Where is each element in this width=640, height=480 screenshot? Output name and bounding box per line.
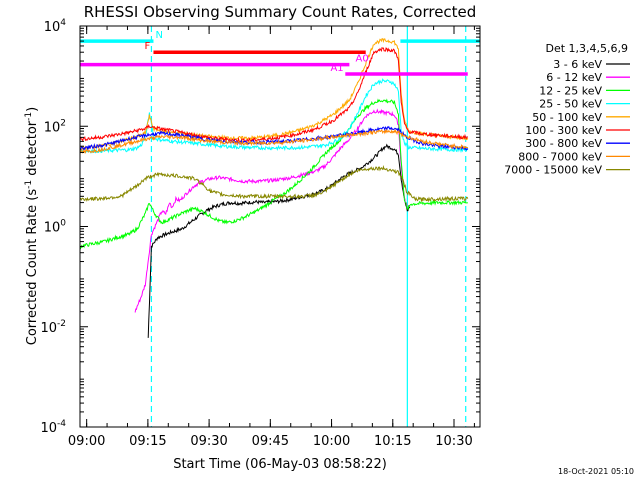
x-tick-label: 09:00 (68, 434, 105, 449)
footer-timestamp: 18-Oct-2021 05:10 (558, 467, 634, 476)
vertical-markers (150, 26, 467, 427)
annotation-label-a1: A1 (330, 63, 343, 74)
legend-label: 6 - 12 keV (546, 71, 602, 84)
legend-label: 800 - 7000 keV (518, 150, 602, 163)
legend-label: 12 - 25 keV (539, 84, 602, 97)
legend-item-12-25-kev: 12 - 25 keV (539, 84, 630, 97)
x-tick-label: 09:30 (190, 434, 227, 449)
series-line-7000-15000-kev (80, 164, 469, 203)
legend-item-3-6-kev: 3 - 6 keV (553, 58, 630, 71)
legend-label: 50 - 100 keV (532, 111, 602, 124)
series-layer (80, 38, 469, 338)
legend-label: 25 - 50 keV (539, 98, 602, 111)
series-line-12-25-kev (80, 98, 469, 250)
y-tick-label: 104 (44, 18, 67, 35)
legend-item-6-12-kev: 6 - 12 keV (546, 71, 630, 84)
x-tick-label: 10:30 (435, 434, 472, 449)
series-line-3-6-kev (147, 143, 411, 338)
legend-label: 7000 - 15000 keV (504, 164, 602, 177)
y-tick-label: 100 (44, 219, 67, 236)
chart-title: RHESSI Observing Summary Count Rates, Co… (84, 3, 477, 21)
legend-label: 300 - 800 keV (525, 137, 602, 150)
y-axis-label: Corrected Count Rate (s-1 detector-1) (24, 107, 40, 345)
y-tick-label: 10-4 (40, 419, 66, 436)
legend-item-50-100-kev: 50 - 100 keV (532, 111, 630, 124)
annotation-label-a0: A0 (356, 54, 369, 65)
legend-item-800-7000-kev: 800 - 7000 keV (518, 150, 630, 163)
series-line-50-100-kev (80, 38, 469, 152)
series-line-6-12-kev (134, 108, 408, 313)
legend-label: 3 - 6 keV (553, 58, 602, 71)
legend-item-100-300-kev: 100 - 300 keV (525, 124, 630, 137)
x-axis-label: Start Time (06-May-03 08:58:22) (173, 457, 387, 472)
series-line-800-7000-kev (80, 128, 469, 154)
annotation-layer: NF A0 A1 (80, 30, 480, 76)
series-line-300-800-kev (80, 125, 469, 151)
legend-item-300-800-kev: 300 - 800 keV (525, 137, 630, 150)
x-axis: 09:00 09:15 09:30 09:45 10:00 10:15 10:30 (68, 26, 475, 449)
legend-item-7000-15000-kev: 7000 - 15000 keV (504, 164, 630, 177)
y-axis: 10-4 10-2 100 102 104 (40, 18, 480, 436)
y-tick-label: 10-2 (40, 319, 66, 336)
legend-label: 100 - 300 keV (525, 124, 602, 137)
legend-title: Det 1,3,4,5,6,9 (545, 42, 628, 55)
annotation-label-n: N (156, 30, 163, 41)
x-tick-label: 10:00 (313, 434, 350, 449)
series-line-100-300-kev (80, 47, 469, 143)
x-tick-label: 09:15 (129, 434, 166, 449)
y-tick-label: 102 (44, 118, 66, 135)
x-tick-label: 09:45 (252, 434, 289, 449)
annotation-label-f: F (144, 41, 150, 52)
legend-item-25-50-kev: 25 - 50 keV (539, 98, 630, 111)
x-tick-label: 10:15 (374, 434, 411, 449)
